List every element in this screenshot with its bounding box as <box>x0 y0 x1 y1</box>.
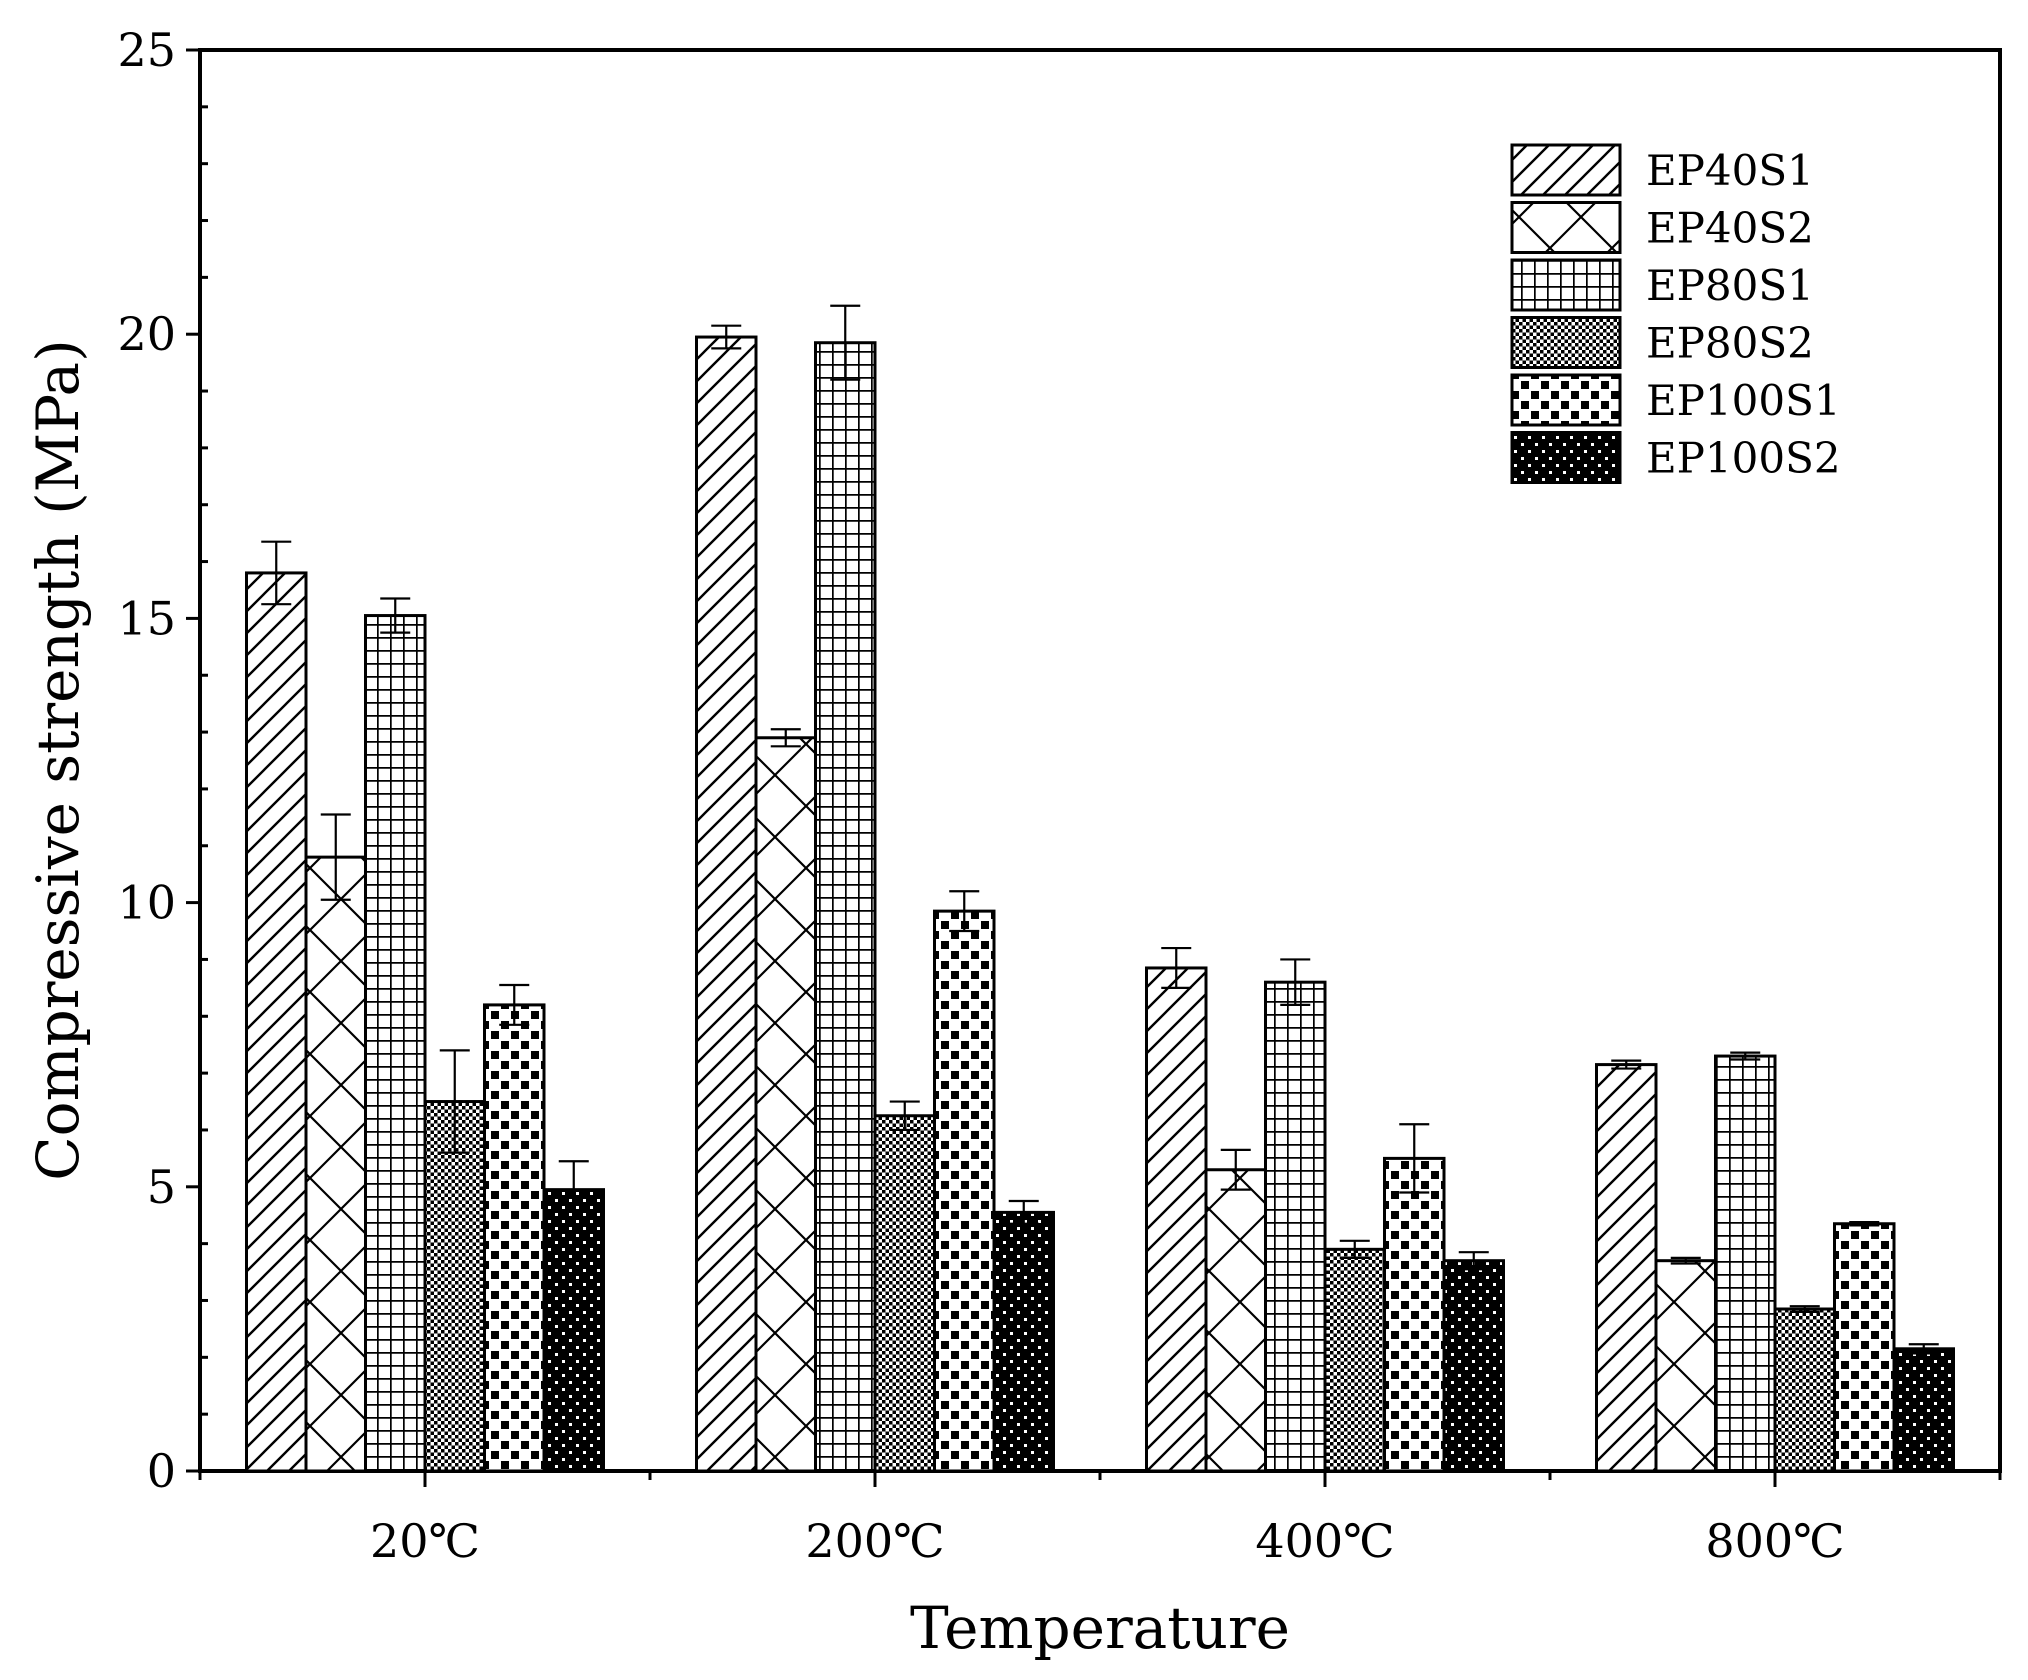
y-axis-title: Compressive strength (MPa) <box>24 339 92 1180</box>
error-bars <box>261 304 1939 1355</box>
x-tick-label: 20℃ <box>370 1514 480 1568</box>
legend-label-ep40s1: EP40S1 <box>1646 146 1814 195</box>
x-tick-label: 800℃ <box>1705 1514 1844 1568</box>
bar-ep80s2-1 <box>423 1100 486 1473</box>
y-tick-label: 5 <box>147 1160 176 1214</box>
legend-label-ep80s2: EP80S2 <box>1646 319 1814 368</box>
legend-label-ep100s2: EP100S2 <box>1646 434 1841 483</box>
bar-ep80s1-4 <box>1714 1054 1777 1473</box>
bar-ep80s1-3 <box>1264 980 1327 1473</box>
bar-ep40s2-2 <box>754 736 817 1473</box>
bar-ep40s1-3 <box>1145 966 1208 1473</box>
legend-label-ep40s2: EP40S2 <box>1646 204 1814 253</box>
bar-ep100s2-3 <box>1442 1259 1505 1473</box>
bar-ep40s2-1 <box>304 855 367 1473</box>
legend: EP40S1 EP40S2 EP80S1 EP80S2 EP100S1 EP100S2 <box>1510 143 1841 484</box>
legend-swatch-ep80s2 <box>1510 316 1622 369</box>
legend-swatch-ep80s1 <box>1510 258 1622 312</box>
legend-swatch-ep100s1 <box>1510 373 1622 427</box>
bar-ep100s1-2 <box>933 909 996 1473</box>
bar-ep80s1-2 <box>814 341 877 1473</box>
bars <box>245 335 1955 1473</box>
y-tick-label: 15 <box>117 591 176 645</box>
bar-ep100s2-4 <box>1892 1347 1955 1473</box>
bar-ep40s2-3 <box>1204 1168 1267 1473</box>
y-tick-label: 10 <box>117 876 176 930</box>
bar-ep40s2-4 <box>1654 1259 1717 1473</box>
y-tick-label: 0 <box>147 1444 176 1498</box>
y-axis-ticks: 0 5 10 15 20 25 <box>117 23 208 1498</box>
x-tick-label: 200℃ <box>805 1514 944 1568</box>
y-tick-label: 20 <box>117 307 176 361</box>
x-axis-ticks: 20℃ 200℃ 400℃ 800℃ <box>198 1471 2002 1568</box>
x-tick-label: 400℃ <box>1255 1514 1394 1568</box>
bar-ep100s2-2 <box>992 1210 1055 1473</box>
bar-ep80s2-2 <box>873 1114 936 1473</box>
legend-swatch-ep40s1 <box>1510 143 1622 197</box>
bar-ep40s1-2 <box>695 335 758 1473</box>
legend-label-ep100s1: EP100S1 <box>1646 376 1841 425</box>
legend-swatch-ep40s2 <box>1510 201 1622 254</box>
bar-ep100s1-4 <box>1833 1222 1896 1473</box>
bar-ep80s2-4 <box>1773 1307 1836 1473</box>
bar-ep40s1-4 <box>1595 1063 1658 1473</box>
y-tick-label: 25 <box>117 23 176 77</box>
bar-ep80s1-1 <box>364 614 427 1473</box>
bar-ep100s1-3 <box>1383 1156 1446 1473</box>
bar-ep100s2-1 <box>542 1188 605 1473</box>
bar-ep40s1-1 <box>245 571 308 1473</box>
legend-label-ep80s1: EP80S1 <box>1646 261 1814 310</box>
legend-swatch-ep100s2 <box>1510 431 1622 484</box>
bar-ep80s2-3 <box>1323 1247 1386 1473</box>
bar-ep100s1-1 <box>483 1003 546 1473</box>
x-axis-title: Temperature <box>910 1594 1290 1662</box>
